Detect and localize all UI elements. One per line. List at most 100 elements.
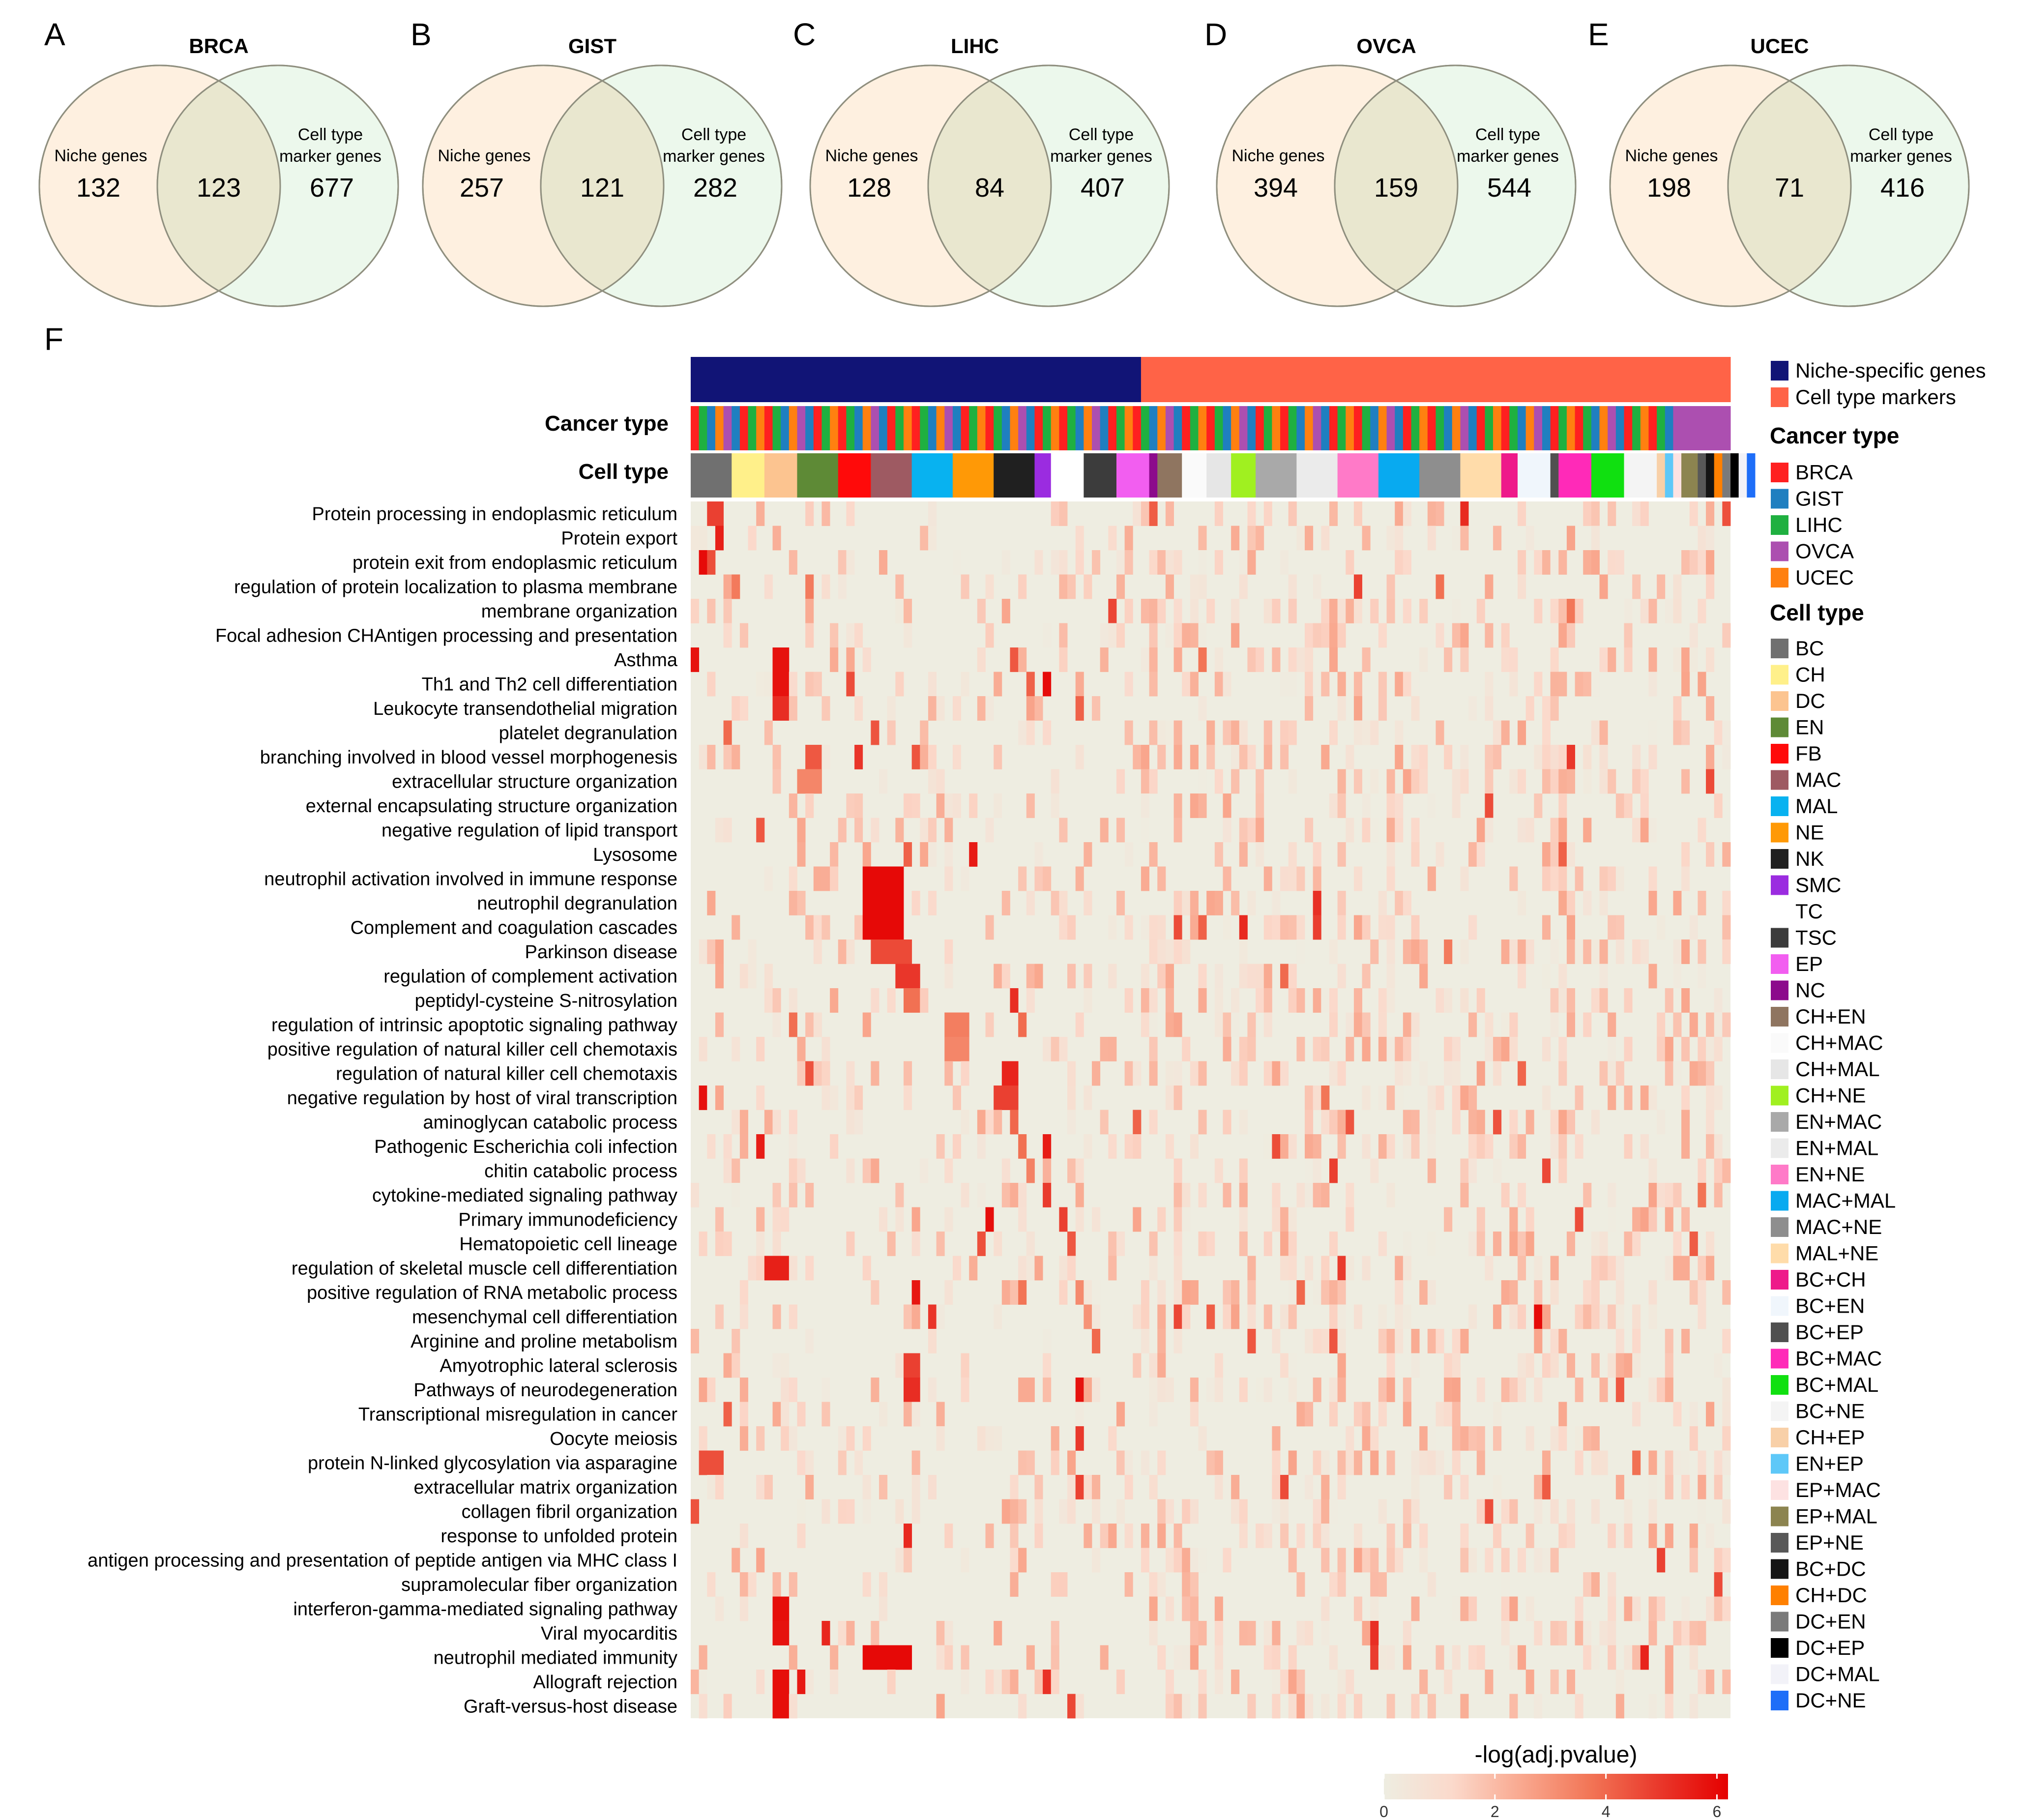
heatmap-row-label: Lysosome [593,845,677,865]
heatmap-cell [1263,1061,1272,1086]
heatmap-cell [1591,1110,1600,1135]
heatmap-cell [1288,1548,1297,1573]
heatmap-cell [1518,550,1526,575]
heatmap-cell [1190,1645,1199,1670]
heatmap-cell [1403,1621,1411,1645]
heatmap-cell [1485,793,1494,818]
heatmap-cell [1100,1645,1109,1670]
heatmap-cell [994,745,1002,769]
cell-type-block [1419,453,1461,498]
legend-cell-type-label: BC+NE [1795,1400,1865,1423]
heatmap-cell [887,696,896,721]
heatmap-cell [1165,1012,1174,1037]
heatmap-cell [813,866,822,891]
heatmap-row-label: regulation of protein localization to pl… [234,577,677,597]
heatmap-cell [1288,720,1297,745]
heatmap-cell [1190,574,1199,599]
heatmap-cell [879,1572,888,1597]
heatmap-cell [920,720,929,745]
heatmap-cell [1182,1183,1191,1207]
heatmap-cell [1698,1256,1706,1281]
heatmap-row-label: neutrophil activation involved in immune… [264,869,677,889]
heatmap-cell [781,1256,790,1281]
heatmap-cell [1157,599,1166,623]
heatmap-cell [1673,1183,1682,1207]
heatmap-cell [1321,1329,1330,1353]
heatmap-cell [739,1378,748,1402]
heatmap-cell [1173,1158,1182,1183]
heatmap-cell [1501,623,1510,648]
heatmap-cell [928,891,937,915]
heatmap-cell [1411,1450,1420,1475]
heatmap-cell [1329,623,1338,648]
heatmap-cell [1378,915,1387,940]
heatmap-cell [1346,550,1354,575]
heatmap-cell [1247,501,1256,526]
heatmap-cell [1165,988,1174,1013]
heatmap-cell [1534,1621,1543,1645]
heatmap-cell [1214,1353,1223,1378]
heatmap-cell [1403,1524,1411,1548]
heatmap-cell [895,964,904,989]
heatmap-cell [781,672,790,697]
heatmap-cell [1051,1645,1059,1670]
heatmap-cell [1427,1694,1436,1719]
heatmap-cell [1182,1499,1191,1524]
heatmap-cell [1329,1232,1338,1256]
heatmap-cell [1337,1304,1346,1329]
heatmap-cell [1550,1353,1559,1378]
heatmap-cell [1386,526,1395,551]
heatmap-cell [1190,1572,1199,1597]
heatmap-cell [1542,1086,1551,1110]
heatmap-cell [1698,891,1706,915]
heatmap-cell [1624,1524,1633,1548]
heatmap-cell [1648,1378,1657,1402]
heatmap-cell [1460,1596,1469,1621]
heatmap-cell [1485,818,1494,843]
cancer-type-cell [1411,406,1420,450]
legend-title-cancer-type: Cancer type [1770,423,1899,448]
heatmap-cell [1518,574,1526,599]
heatmap-cell [936,1621,945,1645]
heatmap-cell [903,1402,912,1427]
heatmap-cell [1353,1524,1362,1548]
heatmap-cell [805,1061,814,1086]
heatmap-cell [1419,1061,1428,1086]
heatmap-row-label: positive regulation of RNA metabolic pro… [307,1283,677,1303]
heatmap-cell [1722,1012,1731,1037]
heatmap-cell [1386,1524,1395,1548]
heatmap-cell [1313,915,1321,940]
heatmap-cell [1116,623,1125,648]
heatmap-cell [1591,1256,1600,1281]
heatmap-cell [1149,672,1158,697]
heatmap-cell [1256,1524,1264,1548]
heatmap-cell [1698,1499,1706,1524]
heatmap-cell [1141,1450,1149,1475]
heatmap-cell [1550,988,1559,1013]
heatmap-cell [895,818,904,843]
heatmap-cell [715,1232,724,1256]
heatmap-cell [1214,988,1223,1013]
heatmap-cell [830,1670,839,1694]
cancer-type-cell [1370,406,1379,450]
heatmap-cell [1214,672,1223,697]
heatmap-cell [1706,842,1715,867]
heatmap-cell [1509,1596,1518,1621]
heatmap-cell [1198,769,1207,794]
heatmap-cell [1231,1475,1240,1499]
heatmap-cell [1673,1061,1682,1086]
heatmap-row-label: negative regulation of lipid transport [381,820,677,841]
heatmap-cell [1436,1329,1444,1353]
heatmap-cell [1092,1378,1101,1402]
heatmap-cell [1337,1450,1346,1475]
heatmap-cell [1558,672,1567,697]
heatmap-cell [1272,1207,1281,1232]
cancer-type-cell [1247,406,1256,450]
heatmap-cell [1624,1086,1633,1110]
heatmap-cell [1501,1183,1510,1207]
heatmap-cell [1583,1183,1592,1207]
heatmap-cell [772,988,781,1013]
heatmap-cell [813,769,822,794]
heatmap-cell [1665,1329,1673,1353]
heatmap-cell [1640,818,1649,843]
